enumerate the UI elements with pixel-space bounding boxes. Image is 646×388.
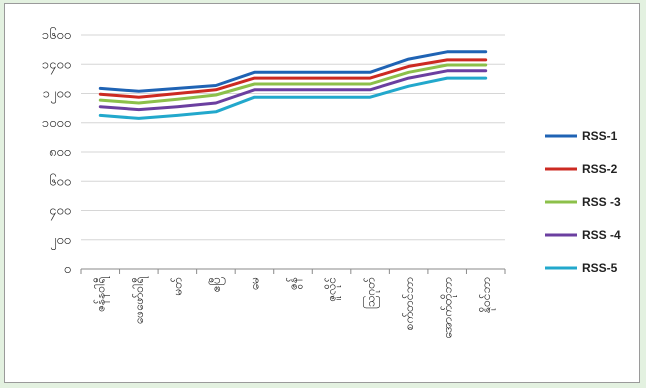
x-tick-label: မတ် [170, 277, 185, 296]
y-tick-label: ၁၄၀၀ [42, 57, 71, 74]
x-tick-label: ဇန်နဝါရီ [92, 277, 110, 312]
x-tick-label: ဖေဖော်ဝါရီ [131, 277, 149, 324]
legend-label: RSS-1 [582, 129, 618, 143]
x-tick-label: အောက်တိုဘာ [439, 277, 457, 339]
legend-label: RSS-2 [582, 162, 618, 176]
x-tick-label: ဩဂုတ် [361, 277, 380, 309]
x-tick-label: နိုဝင်ဘာ [478, 277, 496, 313]
legend-label: RSS-5 [582, 261, 618, 275]
x-tick-label: စက်တင်ဘာ [401, 277, 416, 330]
y-tick-label: ၂၀၀ [50, 233, 71, 250]
legend: RSS-1 RSS-2 RSS -3 RSS -4 RSS-5 [545, 129, 621, 275]
series-line [98, 50, 488, 93]
series-line [98, 69, 488, 112]
y-tick-label: ၁၂၀၀ [43, 87, 71, 104]
y-tick-label: ၀ [64, 262, 71, 277]
line-chart: ၀ ၂၀၀ ၄၀၀ ၆၀၀ ၈၀၀ ၁၀၀၀ ၁၂၀၀ ၁၄၀၀ ၁၆၀၀ ဇန်နဝါရီ ဖေ… [42, 27, 621, 339]
y-tick-label: ၆၀၀ [49, 173, 71, 189]
legend-label: RSS -4 [582, 228, 621, 242]
y-tick-label: ၁၆၀၀ [42, 27, 71, 43]
x-tick-label: ဇူလိုင် [324, 277, 342, 302]
series-lines [98, 50, 488, 120]
x-tick-label: ဇွန် [285, 277, 303, 290]
x-tick-label: မေ [248, 277, 262, 290]
grid-lines [80, 34, 506, 274]
y-tick-label: ၈၀၀ [49, 145, 71, 160]
series-line [98, 63, 488, 105]
legend-label: RSS -3 [582, 195, 621, 209]
series-line [98, 58, 488, 99]
y-tick-label: ၁၀၀၀ [42, 116, 71, 131]
x-axis-tick-labels: ဇန်နဝါရီ ဖေဖော်ဝါရီ မတ် ဧပြီ မေ ဇွန် ဇူလိုင် ဩဂ… [92, 277, 495, 339]
y-tick-label: ၄၀၀ [49, 204, 71, 221]
x-tick-label: ဧပြီ [208, 277, 226, 293]
chart-frame: ၀ ၂၀၀ ၄၀၀ ၆၀၀ ၈၀၀ ၁၀၀၀ ၁၂၀၀ ၁၄၀၀ ၁၆၀၀ ဇန်နဝါရီ ဖေ… [4, 3, 640, 383]
series-line [98, 76, 488, 120]
y-axis-tick-labels: ၀ ၂၀၀ ၄၀၀ ၆၀၀ ၈၀၀ ၁၀၀၀ ၁၂၀၀ ၁၄၀၀ ၁၆၀၀ [42, 27, 71, 277]
